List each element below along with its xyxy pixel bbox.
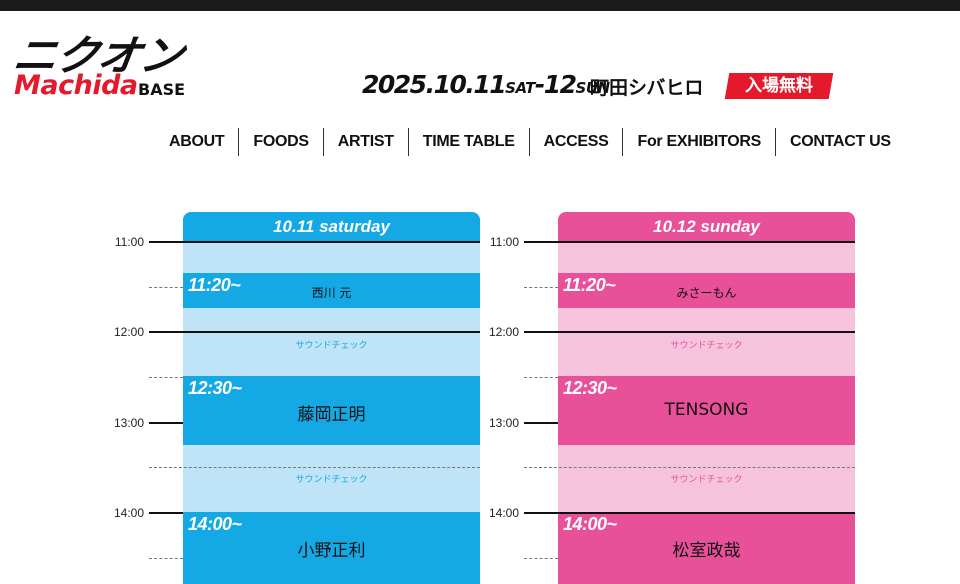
logo-base-text: BASE	[138, 80, 186, 99]
nav-divider	[238, 128, 240, 156]
hour-line	[149, 241, 480, 243]
half-hour-line	[149, 287, 183, 288]
free-admission-badge: 入場無料	[724, 73, 834, 99]
hour-label: 12:00	[113, 325, 144, 339]
half-hour-line	[524, 287, 558, 288]
hour-label: 13:00	[113, 416, 144, 430]
hour-label: 13:00	[488, 416, 519, 430]
soundcheck-label: サウンドチェック	[670, 475, 743, 485]
slot-time: 11:20~	[188, 275, 241, 295]
slot-time: 14:00~	[188, 514, 242, 534]
event-date-day2: SUN	[575, 79, 611, 97]
slot-artist: みさーもん	[676, 286, 737, 300]
soundcheck-label: サウンドチェック	[295, 341, 368, 351]
day-panel: 10.12 sunday 11:20~ みさーもん サウンドチェック 12:30…	[558, 212, 855, 584]
artist-slot[interactable]: 14:00~ 松室政哉	[558, 512, 855, 584]
half-hour-line	[524, 377, 558, 378]
nav-divider	[407, 128, 409, 156]
nav-contact-us[interactable]: CONTACT US	[790, 133, 891, 150]
half-hour-line	[149, 377, 183, 378]
free-admission-label: 入場無料	[745, 76, 813, 96]
artist-slot[interactable]: 11:20~ 西川 元	[183, 273, 480, 308]
half-hour-line	[524, 467, 855, 468]
artist-slot[interactable]: 14:00~ 小野正利	[183, 512, 480, 584]
event-date-sep: -12	[534, 70, 577, 99]
nav-time-table[interactable]: TIME TABLE	[422, 133, 515, 150]
nav-divider	[322, 128, 324, 156]
timetable-sunday: 10.12 sunday 11:20~ みさーもん サウンドチェック 12:30…	[485, 212, 855, 584]
nav-foods[interactable]: FOODS	[253, 133, 309, 150]
event-date: 2025.10.11SAT-12SUN	[362, 70, 610, 99]
nav-for-exhibitors[interactable]: For EXHIBITORS	[637, 133, 762, 150]
slot-time: 14:00~	[563, 514, 617, 534]
half-hour-line	[524, 558, 558, 559]
nav-about[interactable]: ABOUT	[169, 133, 225, 150]
slot-artist: 藤岡正明	[297, 405, 366, 425]
slot-artist: 西川 元	[311, 286, 352, 300]
main-nav: ABOUT FOODS ARTIST TIME TABLE ACCESS For…	[155, 127, 905, 157]
logo-machida-text: Machida	[14, 70, 138, 101]
hour-line	[524, 512, 855, 514]
slot-time: 12:30~	[563, 378, 617, 398]
timetable-saturday: 10.11 saturday 11:20~ 西川 元 サウンドチェック 12:3…	[110, 212, 480, 584]
nav-divider	[528, 128, 530, 156]
hour-line	[524, 241, 855, 243]
artist-slot[interactable]: 12:30~ 藤岡正明	[183, 376, 480, 445]
hour-label: 11:00	[489, 235, 519, 249]
artist-slot[interactable]: 12:30~ TENSONG	[558, 376, 855, 445]
day-panel: 10.11 saturday 11:20~ 西川 元 サウンドチェック 12:3…	[183, 212, 480, 584]
slot-artist: TENSONG	[664, 400, 749, 420]
hour-line	[149, 512, 183, 514]
event-venue: 町田シバヒロ	[590, 77, 704, 99]
slot-artist: 松室政哉	[672, 541, 741, 561]
hour-label: 12:00	[488, 325, 519, 339]
soundcheck-label: サウンドチェック	[295, 475, 368, 485]
nav-artist[interactable]: ARTIST	[337, 133, 394, 150]
event-date-main: 2025.10.11	[362, 70, 507, 99]
half-hour-line	[149, 558, 183, 559]
slot-time: 12:30~	[188, 378, 242, 398]
slot-artist: 小野正利	[297, 541, 366, 561]
nav-divider	[622, 128, 624, 156]
event-date-day1: SAT	[505, 79, 535, 97]
day-header: 10.11 saturday	[183, 212, 480, 242]
day-header: 10.12 sunday	[558, 212, 855, 242]
slot-time: 11:20~	[563, 275, 616, 295]
site-logo[interactable]: ニクオン Machida BASE	[10, 20, 192, 104]
nav-access[interactable]: ACCESS	[543, 133, 609, 150]
half-hour-line	[149, 467, 480, 468]
top-bar	[0, 0, 960, 11]
hour-line	[524, 422, 558, 424]
hour-line	[524, 331, 855, 333]
artist-slot[interactable]: 11:20~ みさーもん	[558, 273, 855, 308]
hour-label: 14:00	[113, 506, 144, 520]
hour-label: 14:00	[488, 506, 519, 520]
hour-label: 11:00	[114, 235, 144, 249]
soundcheck-label: サウンドチェック	[670, 341, 743, 351]
hour-line	[149, 422, 183, 424]
nav-divider	[775, 128, 777, 156]
hour-line	[149, 331, 480, 333]
